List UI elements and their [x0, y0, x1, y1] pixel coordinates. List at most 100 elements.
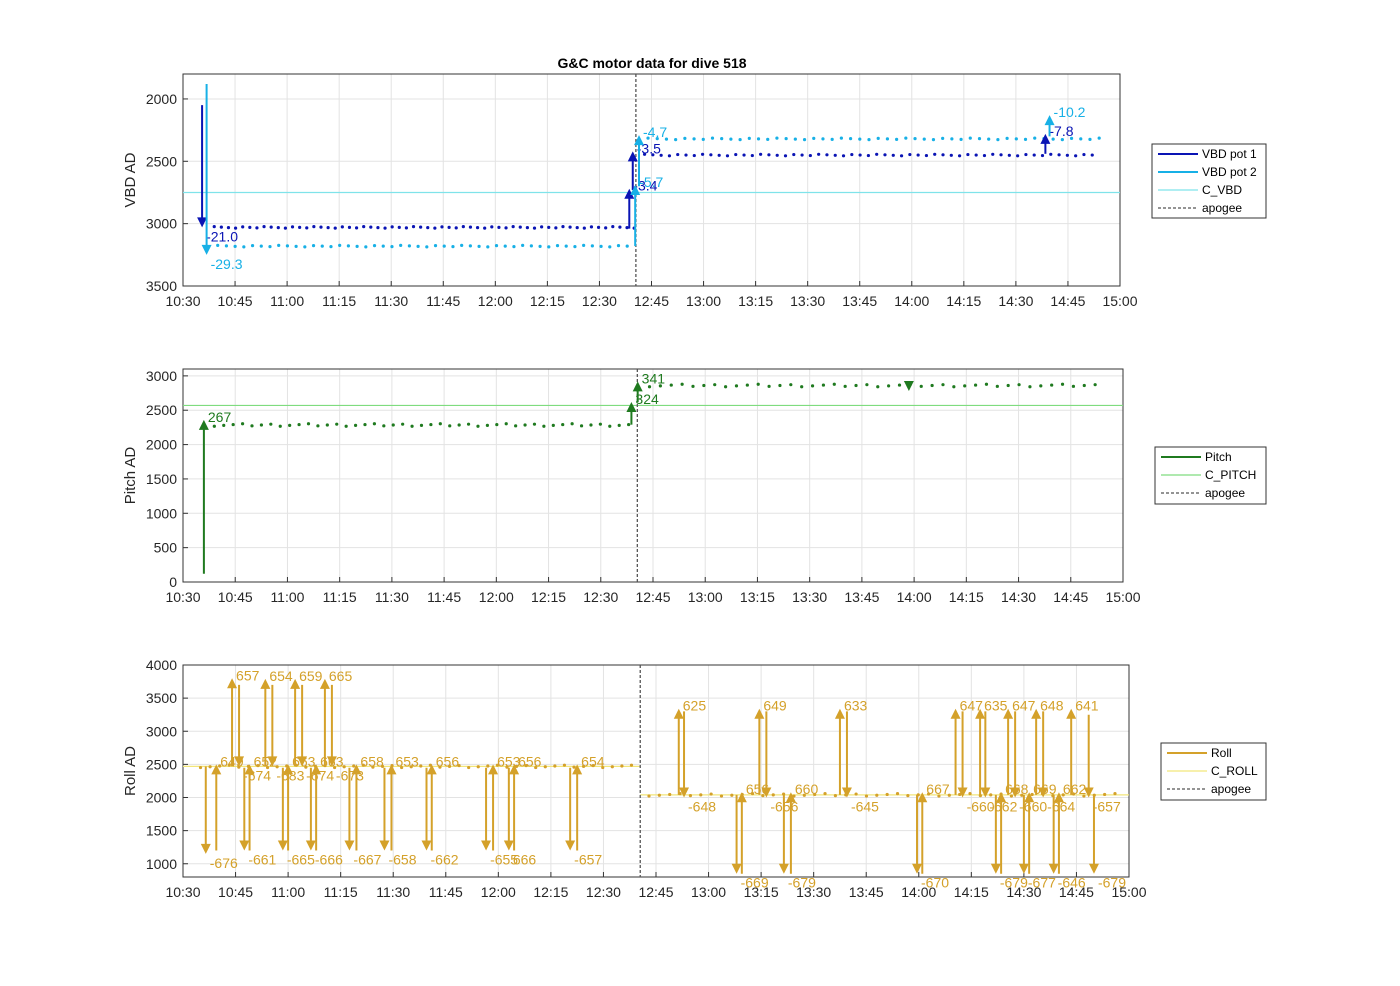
data-point [895, 792, 900, 796]
arrow-label: 656 [436, 753, 460, 769]
arrow-label: 267 [208, 409, 232, 425]
data-point [629, 763, 634, 767]
data-point [316, 424, 320, 428]
arrow-head [267, 756, 278, 767]
data-point [625, 226, 629, 230]
data-point [568, 225, 572, 229]
data-point [627, 422, 631, 427]
arrow-head [1088, 863, 1099, 874]
data-point [226, 226, 231, 230]
data-point [208, 765, 212, 769]
data-point [554, 226, 558, 230]
data-point [1074, 154, 1078, 158]
data-point [409, 765, 413, 769]
data-point [285, 244, 290, 248]
x-tick-label: 10:45 [218, 884, 253, 900]
y-tick-label: 2000 [146, 790, 177, 806]
x-tick-label: 11:00 [270, 293, 304, 309]
data-point [1061, 793, 1065, 797]
data-point [390, 244, 394, 249]
arrow-head [624, 188, 635, 199]
data-point [858, 153, 862, 157]
x-tick-label: 14:15 [946, 293, 981, 309]
data-point [1017, 383, 1021, 387]
data-point [821, 137, 825, 141]
x-tick-label: 12:30 [582, 293, 617, 309]
data-point [729, 137, 733, 141]
data-point [1082, 794, 1086, 798]
data-point [511, 225, 515, 229]
axes-box [182, 73, 1121, 287]
data-point [813, 792, 817, 797]
data-point [895, 137, 899, 141]
data-point [371, 765, 375, 769]
data-point [326, 226, 330, 230]
x-tick-label: 14:45 [1059, 884, 1094, 900]
legend-entry: apogee [1211, 782, 1251, 796]
data-point [1028, 385, 1032, 389]
data-point [399, 243, 403, 247]
data-point [579, 424, 584, 428]
data-point [941, 153, 945, 157]
arrow-label: 654 [581, 753, 605, 769]
arrow-head [673, 708, 684, 719]
data-point [457, 423, 461, 427]
arrow-head [297, 756, 308, 767]
arrow-head [198, 419, 209, 430]
data-point [717, 153, 721, 157]
data-point [466, 422, 471, 426]
data-point [438, 422, 442, 426]
data-point [793, 137, 797, 141]
arrow-label: -4.7 [643, 124, 667, 140]
data-point [540, 225, 544, 229]
data-point [771, 793, 775, 797]
arrow-head [319, 678, 330, 689]
arrow-head [503, 840, 514, 851]
data-point [218, 764, 222, 768]
data-point [573, 244, 577, 249]
data-point [766, 137, 770, 141]
data-point [581, 764, 586, 768]
x-tick-label: 14:30 [1001, 589, 1036, 605]
y-tick-label: 3500 [146, 690, 177, 706]
x-tick-label: 11:30 [376, 884, 410, 900]
x-tick-label: 13:15 [744, 884, 779, 900]
data-point [899, 154, 904, 158]
data-point [561, 225, 565, 229]
data-point [655, 136, 659, 141]
data-point [269, 225, 273, 229]
data-point [240, 422, 245, 426]
data-point [982, 153, 987, 158]
data-point [611, 225, 615, 229]
data-point [850, 152, 854, 157]
data-point [276, 226, 280, 230]
arrow-head [290, 678, 301, 689]
arrow-head [227, 678, 238, 689]
data-point [1079, 137, 1083, 141]
data-point [618, 225, 622, 229]
x-tick-label: 10:45 [218, 589, 253, 605]
data-point [968, 792, 972, 796]
data-point [381, 244, 385, 248]
x-tick-label: 14:30 [998, 293, 1033, 309]
x-tick-label: 10:45 [218, 293, 253, 309]
data-point [505, 765, 509, 769]
data-point [433, 243, 438, 248]
x-tick-label: 13:00 [688, 589, 723, 605]
arrow-head [311, 764, 322, 775]
data-point [767, 153, 771, 157]
data-point [495, 422, 499, 427]
data-point [933, 152, 937, 156]
arrow-label: -676 [210, 855, 238, 871]
arrow-head [1044, 115, 1055, 126]
data-point [1050, 383, 1054, 387]
arrow-label: 633 [844, 698, 868, 714]
data-point [344, 424, 348, 428]
data-point [913, 136, 917, 141]
data-point [810, 384, 815, 388]
arrow-label: -666 [315, 852, 343, 868]
arrow-label: -669 [741, 875, 769, 891]
data-point [1097, 136, 1101, 140]
arrow-head [481, 840, 492, 851]
